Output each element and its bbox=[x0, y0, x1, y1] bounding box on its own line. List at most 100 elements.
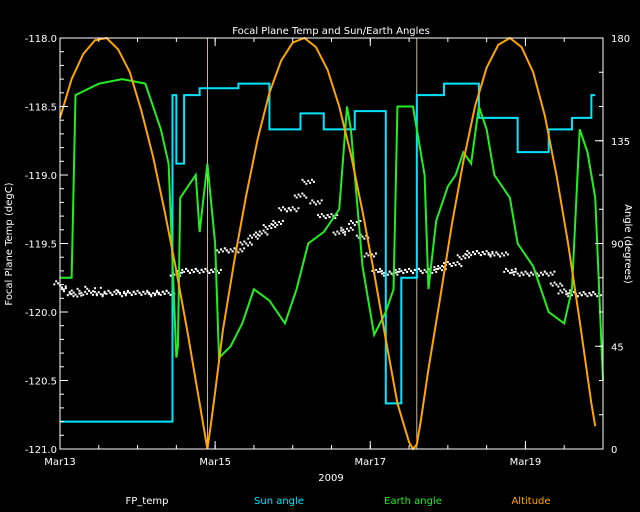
fp-temp-point bbox=[377, 270, 380, 273]
y-axis-label-left: Focal Plane Temp (degC) bbox=[4, 182, 15, 305]
fp-temp-point bbox=[62, 288, 65, 291]
fp-temp-point bbox=[138, 291, 141, 294]
axes: Mar13 Mar15 Mar17 Mar19 -118.0 -118.5 -119.0 -1… bbox=[25, 34, 630, 468]
fp-temp-point bbox=[125, 292, 128, 295]
fp-temp-point bbox=[95, 294, 98, 297]
y-right-tick-label: 90 bbox=[611, 240, 624, 251]
fp-temp-point bbox=[156, 289, 159, 292]
fp-temp-point bbox=[378, 267, 381, 270]
fp-temp-point bbox=[551, 273, 554, 276]
fp-temp-point bbox=[326, 214, 329, 217]
fp-temp-point bbox=[61, 288, 64, 291]
fp-temp-point bbox=[309, 202, 312, 205]
series-earth-angle bbox=[60, 78, 604, 381]
fp-temp-point bbox=[140, 293, 143, 296]
fp-temp-point bbox=[522, 273, 525, 276]
fp-temp-point bbox=[394, 271, 397, 274]
fp-temp-point bbox=[225, 249, 228, 252]
fp-temp-point bbox=[68, 292, 71, 295]
fp-temp-point bbox=[229, 248, 232, 251]
fp-temp-point bbox=[113, 290, 116, 293]
fp-temp-point bbox=[425, 270, 428, 273]
series-altitude bbox=[59, 36, 597, 451]
fp-temp-point bbox=[249, 234, 252, 237]
fp-temp-point bbox=[258, 234, 261, 237]
fp-temp-point bbox=[514, 270, 517, 273]
fp-temp-point bbox=[150, 293, 153, 296]
fp-temp-point bbox=[340, 226, 343, 229]
fp-temp-point bbox=[254, 231, 257, 234]
fp-temp-point bbox=[462, 255, 465, 258]
fp-temp-point bbox=[239, 241, 242, 244]
fp-temp-point bbox=[441, 269, 443, 272]
fp-temp-point bbox=[64, 285, 67, 288]
fp-temp-point bbox=[599, 294, 602, 297]
fp-temp-point bbox=[412, 271, 415, 274]
fp-temp-point bbox=[283, 208, 286, 211]
fp-temp-point bbox=[536, 272, 539, 275]
fp-temp-point bbox=[210, 268, 213, 271]
fp-temp-point bbox=[295, 196, 298, 199]
fp-temp-point bbox=[115, 289, 118, 292]
fp-temp-point bbox=[128, 291, 131, 294]
fp-temp-point bbox=[68, 291, 71, 294]
fp-temp-point bbox=[202, 270, 205, 273]
fp-temp-point bbox=[109, 291, 112, 294]
fp-temp-point bbox=[278, 220, 281, 223]
fp-temp-point bbox=[165, 289, 168, 292]
fp-temp-point bbox=[316, 200, 319, 203]
fp-temp-point bbox=[309, 181, 312, 184]
fp-temp-point bbox=[132, 290, 135, 293]
chart-title: Focal Plane Temp and Sun/Earth Angles bbox=[232, 26, 430, 37]
y-left-tick-label: -120.5 bbox=[25, 377, 57, 388]
fp-temp-point bbox=[485, 250, 488, 253]
fp-temp-point bbox=[318, 216, 321, 219]
y-right-tick-label: 180 bbox=[611, 34, 630, 45]
fp-temp-point bbox=[433, 268, 436, 271]
fp-temp-point bbox=[545, 272, 548, 275]
fp-temp-point bbox=[289, 209, 292, 212]
fp-temp-point bbox=[270, 227, 273, 230]
fp-temp-point bbox=[538, 274, 541, 277]
fp-temp-point bbox=[301, 192, 304, 195]
fp-temp-point bbox=[95, 292, 98, 295]
fp-temp-point bbox=[336, 230, 339, 233]
fp-temp-point bbox=[561, 284, 564, 287]
legend: FP_temp Sun angle Earth angle Altitude bbox=[126, 496, 551, 507]
fp-temp-point bbox=[349, 219, 352, 222]
fp-temp-point bbox=[431, 271, 434, 274]
fp-temp-point bbox=[185, 267, 188, 270]
fp-temp-point bbox=[481, 251, 484, 254]
fp-temp-point bbox=[126, 291, 129, 294]
fp-temp-point bbox=[173, 273, 176, 276]
fp-temp-point bbox=[381, 272, 383, 275]
fp-temp-point bbox=[371, 269, 374, 272]
fp-temp-point bbox=[136, 289, 139, 292]
fp-temp-point bbox=[499, 255, 502, 258]
fp-temp-point bbox=[122, 292, 125, 295]
fp-temp-point bbox=[528, 274, 531, 277]
fp-temp-point bbox=[179, 274, 182, 277]
fp-temp-point bbox=[512, 270, 515, 273]
fp-temp-point bbox=[218, 251, 221, 254]
fp-temp-point bbox=[126, 289, 129, 292]
fp-temp-point bbox=[93, 287, 96, 290]
fp-temp-point bbox=[313, 201, 316, 204]
fp-temp-point bbox=[410, 269, 413, 272]
fp-temp-point bbox=[144, 292, 147, 295]
fp-temp-point bbox=[256, 237, 259, 240]
fp-temp-point bbox=[146, 291, 149, 294]
fp-temp-point bbox=[303, 180, 306, 183]
fp-temp-point bbox=[479, 254, 482, 257]
fp-temp-point bbox=[567, 292, 570, 295]
fp-temp-point bbox=[353, 223, 356, 226]
fp-temp-point bbox=[86, 292, 89, 295]
fp-temp-point bbox=[565, 293, 568, 296]
fp-temp-point bbox=[460, 265, 463, 268]
fp-temp-point bbox=[88, 289, 91, 292]
fp-temp-point bbox=[99, 286, 102, 289]
fp-temp-point bbox=[468, 252, 471, 255]
fp-temp-point bbox=[264, 226, 267, 229]
fp-temp-point bbox=[181, 271, 184, 274]
fp-temp-point bbox=[417, 267, 420, 270]
